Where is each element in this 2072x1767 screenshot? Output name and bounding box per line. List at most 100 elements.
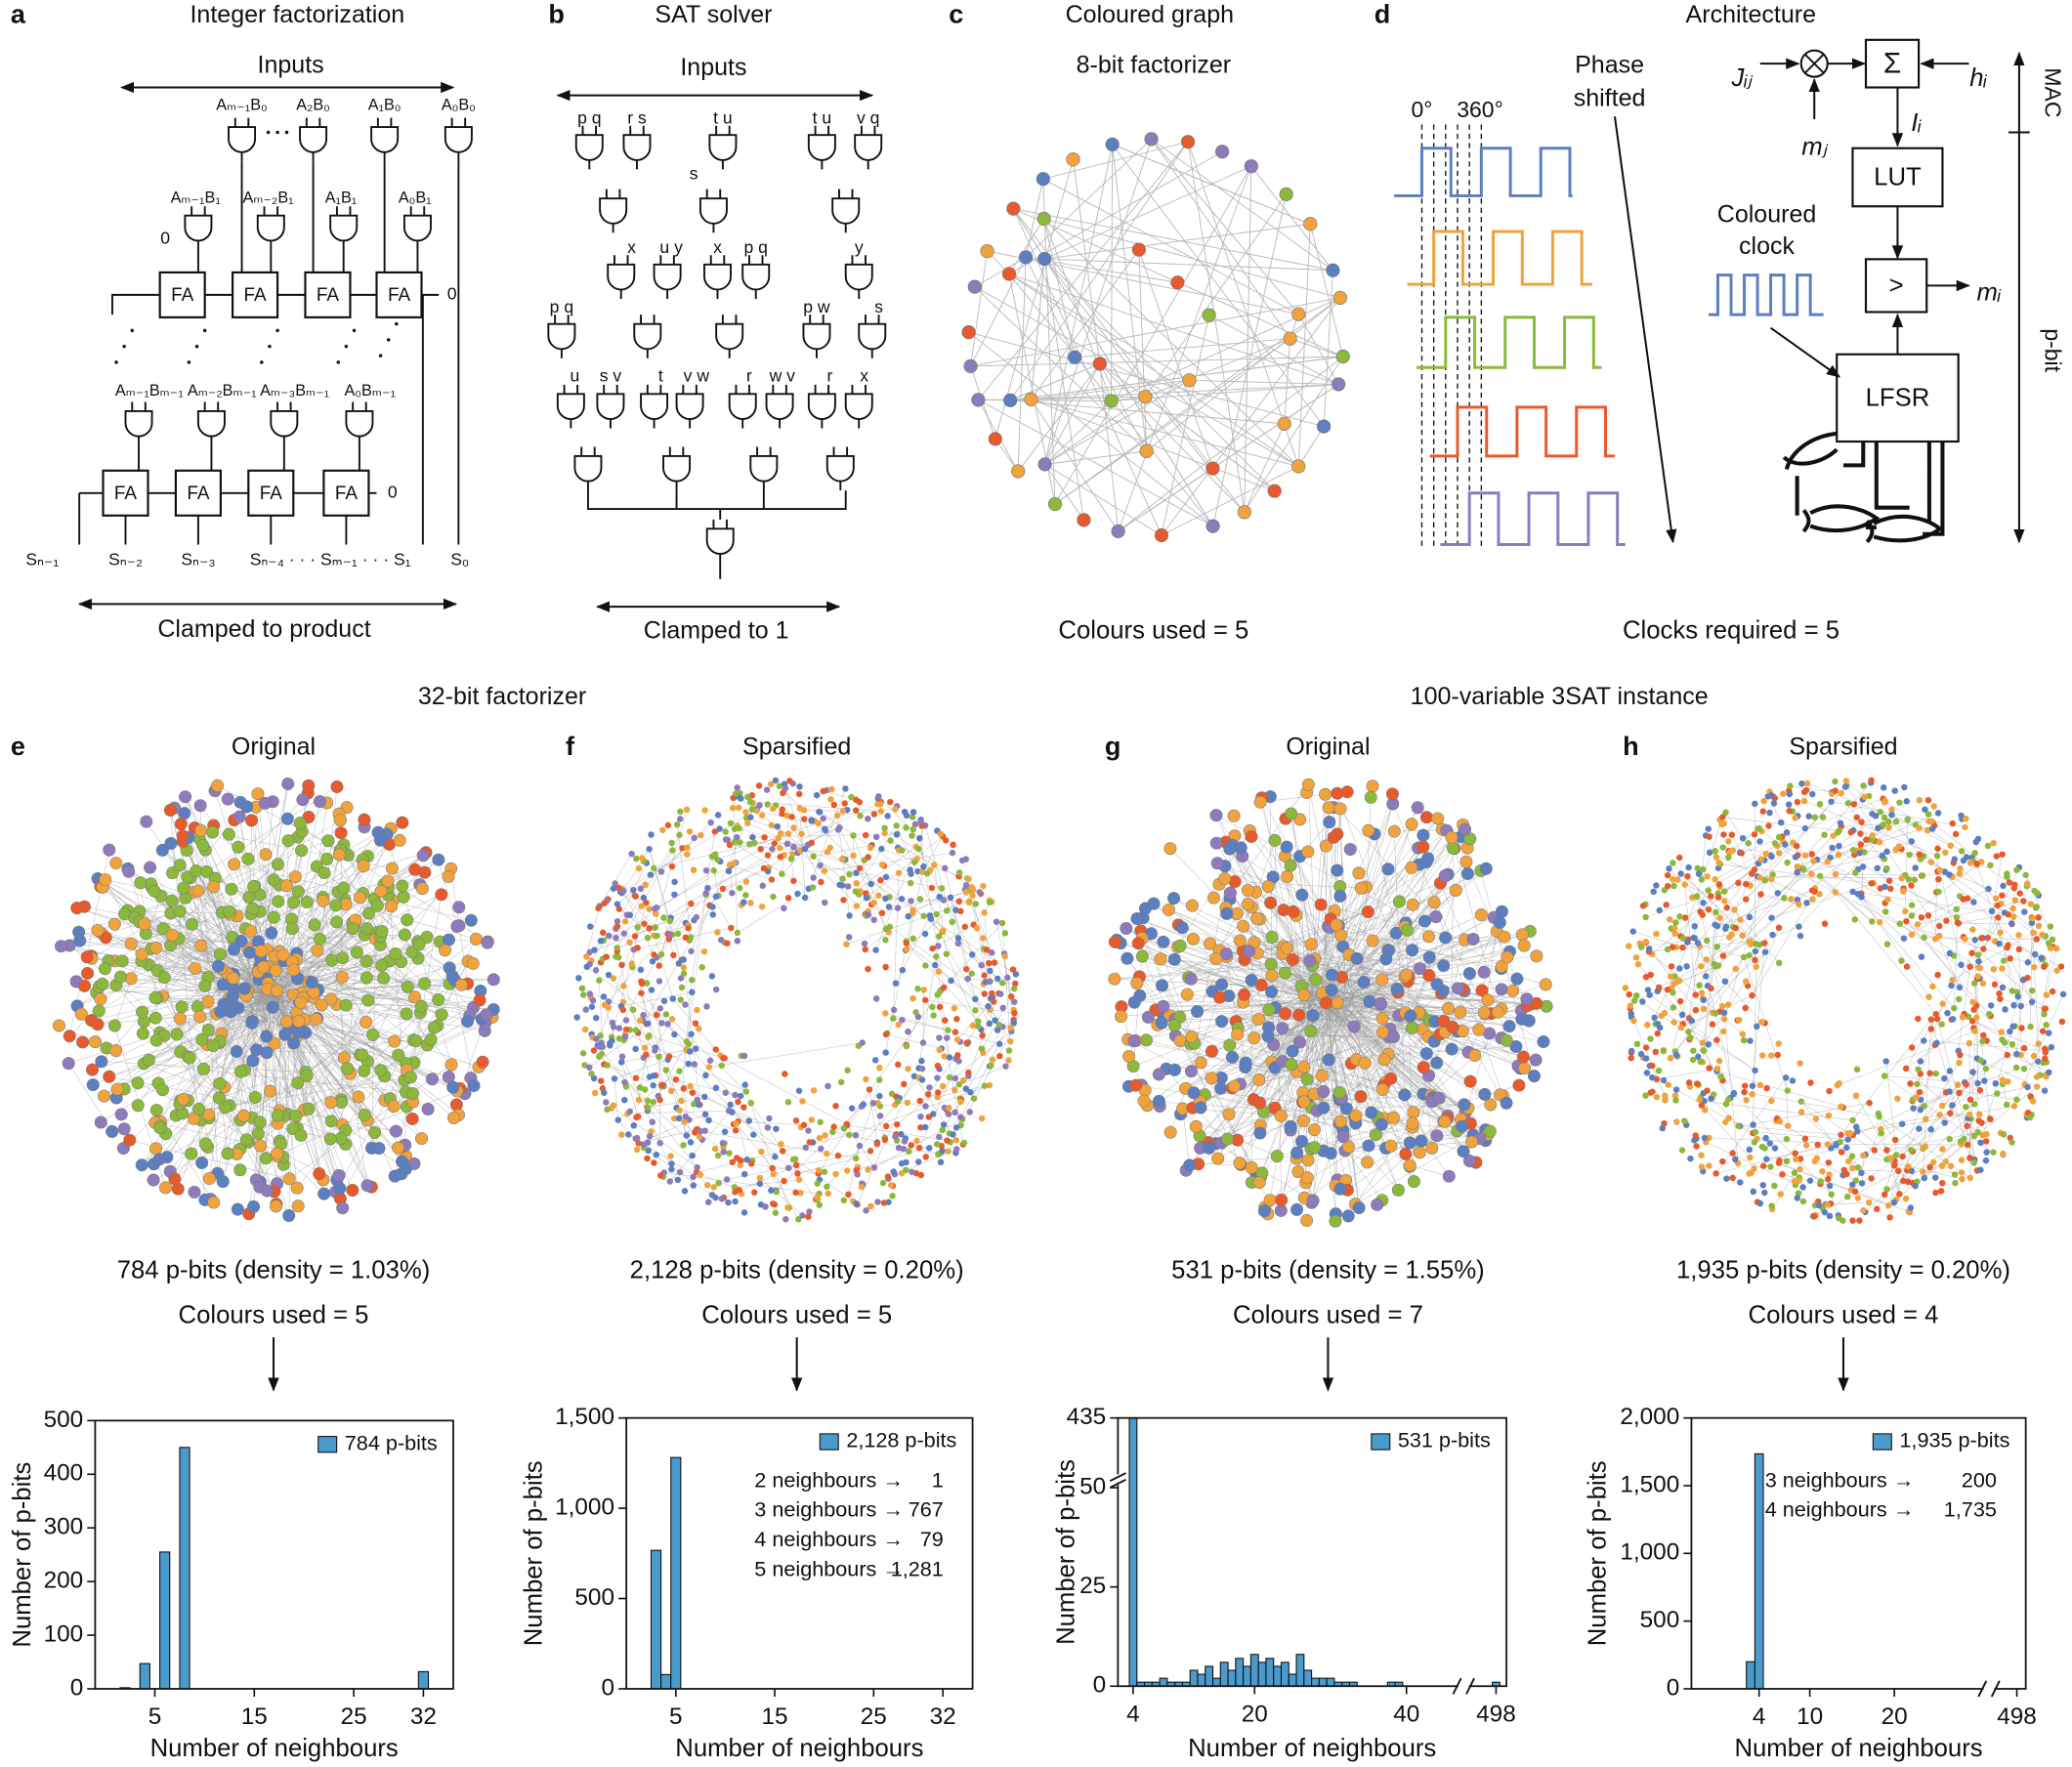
network-node — [1670, 1019, 1677, 1026]
network-node — [797, 1190, 804, 1197]
network-node — [1314, 898, 1328, 911]
network-node — [713, 856, 721, 863]
network-node — [1956, 1059, 1963, 1067]
network-node — [424, 1032, 438, 1046]
network-node — [622, 1026, 630, 1033]
network-node — [648, 831, 655, 838]
ellipsis — [336, 360, 341, 364]
network-node — [741, 1081, 748, 1088]
lfsr — [1836, 353, 1960, 443]
network-node — [742, 809, 749, 816]
network-node — [850, 832, 857, 839]
network-node — [1677, 870, 1684, 877]
network-node — [646, 1032, 653, 1039]
network-edge — [691, 809, 753, 951]
network-node — [1784, 1087, 1792, 1094]
network-node — [166, 866, 180, 880]
network-node — [1819, 814, 1827, 820]
network-edge — [1884, 1075, 1966, 1083]
network-edge — [98, 878, 253, 909]
network-node — [832, 1102, 839, 1110]
network-node — [1883, 1147, 1890, 1154]
network-node — [608, 1037, 615, 1044]
network-node — [1721, 978, 1729, 985]
network-edge — [101, 1019, 270, 1123]
network-node — [165, 928, 179, 942]
network-node — [373, 833, 387, 847]
network-node — [1723, 905, 1731, 911]
network-edge — [294, 1021, 413, 1094]
network-node — [1941, 868, 1948, 875]
network-node — [1167, 952, 1181, 966]
network-edge — [1200, 1072, 1297, 1102]
network-node — [1481, 993, 1495, 1007]
network-node — [1341, 1140, 1355, 1154]
network-node — [432, 992, 445, 1006]
network-node — [106, 1124, 119, 1138]
network-node — [665, 1053, 673, 1060]
network-node — [234, 935, 248, 948]
network-node — [1290, 1202, 1304, 1216]
network-node — [882, 1122, 890, 1130]
graph-edge — [1010, 356, 1343, 401]
graph-node — [1205, 461, 1220, 476]
network-node — [779, 1148, 786, 1155]
network-node — [1969, 926, 1976, 933]
network-node — [706, 1057, 714, 1065]
label: Iᵢ — [1911, 109, 1922, 137]
graph-edge — [1044, 258, 1333, 272]
network-node — [2043, 1022, 2050, 1029]
network-node — [265, 926, 278, 940]
network-node — [278, 1028, 292, 1041]
network-node — [781, 1177, 787, 1185]
network-node — [962, 856, 969, 862]
network-node — [1252, 1096, 1266, 1110]
network-node — [384, 900, 398, 913]
network-edge — [893, 872, 900, 1019]
label: A₀B₁ — [399, 189, 432, 206]
network-node — [389, 1124, 402, 1138]
network-edge — [820, 812, 911, 874]
network-node — [1868, 1175, 1875, 1182]
network-node — [221, 1147, 234, 1160]
network-node — [852, 1155, 860, 1162]
network-node — [1685, 863, 1692, 871]
network-node — [1907, 1080, 1914, 1087]
network-node — [1766, 1140, 1774, 1147]
network-node — [2028, 998, 2036, 1005]
label: 0° — [1411, 97, 1432, 122]
gate-wire — [563, 384, 579, 429]
network-edge — [1717, 859, 1818, 966]
network-node — [2046, 1030, 2052, 1036]
network-node — [985, 1002, 992, 1010]
label: p w — [803, 297, 830, 316]
network-node — [1301, 845, 1315, 859]
network-edge — [2018, 948, 2021, 1056]
network-node — [1300, 1073, 1314, 1086]
network-edge — [723, 1058, 847, 1125]
network-node — [580, 991, 587, 998]
network-node — [251, 1127, 265, 1141]
network-node — [202, 1172, 216, 1185]
graph-edge — [1250, 165, 1333, 272]
network-node — [703, 1003, 710, 1010]
network-edge — [1879, 1116, 1896, 1141]
network-node — [694, 1006, 700, 1014]
label: e — [11, 732, 25, 761]
network-node — [1419, 811, 1433, 824]
graph-node — [1303, 217, 1318, 231]
network-node — [1375, 1082, 1389, 1096]
graph-node — [1036, 172, 1050, 187]
label: 2,128 p-bits (density = 0.20%) — [630, 1256, 964, 1283]
label: Phase — [1575, 51, 1644, 78]
network-node — [825, 1082, 831, 1090]
label: p q — [744, 237, 768, 257]
label: 8-bit factorizer — [1077, 51, 1232, 78]
graph-edge — [968, 331, 1213, 526]
network-node — [731, 1184, 739, 1191]
network-node — [1131, 937, 1145, 950]
network-node — [671, 1031, 678, 1038]
network-node — [272, 858, 285, 871]
network-node — [1678, 1147, 1686, 1154]
network-node — [736, 1187, 742, 1194]
